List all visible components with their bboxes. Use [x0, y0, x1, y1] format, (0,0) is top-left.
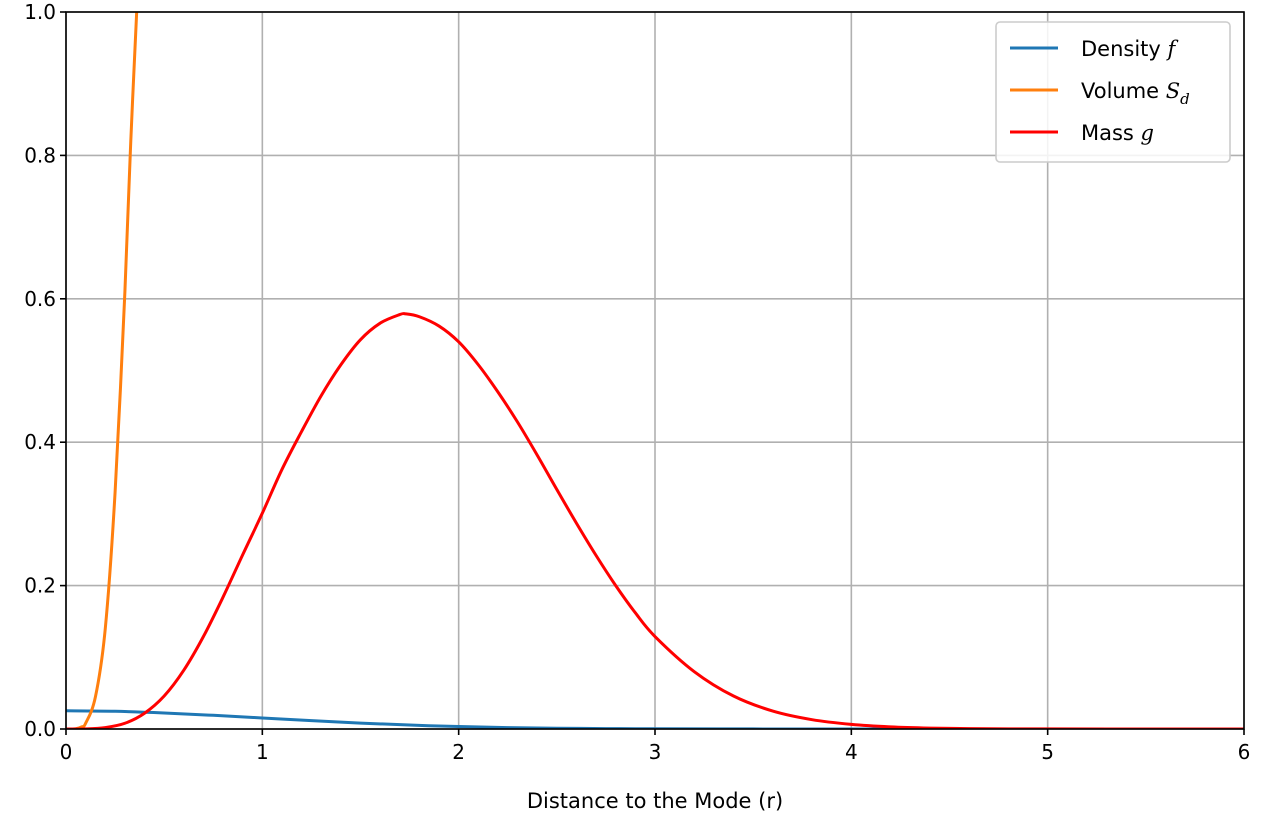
x-tick-label: 3	[649, 740, 662, 764]
x-tick-label: 1	[256, 740, 269, 764]
legend-item-mass: Mass g	[1081, 121, 1154, 145]
x-tick-label: 0	[60, 740, 73, 764]
x-tick-label: 2	[452, 740, 465, 764]
x-axis-title: Distance to the Mode (r)	[527, 789, 783, 813]
legend: Density f Volume Sd Mass g	[995, 21, 1231, 163]
y-axis: 0.0 0.2 0.4 0.6 0.8 1.0	[24, 0, 66, 741]
y-tick-label: 0.0	[24, 717, 56, 741]
y-tick-label: 0.2	[24, 574, 56, 598]
x-tick-label: 4	[845, 740, 858, 764]
legend-item-density: Density f	[1081, 37, 1179, 61]
legend-item-volume: Volume Sd	[1081, 79, 1190, 108]
y-tick-label: 0.6	[24, 287, 56, 311]
series-line-mass	[66, 312, 1244, 729]
series-line-volume	[66, 12, 139, 729]
y-tick-label: 0.4	[24, 430, 56, 454]
series-line-density	[66, 709, 1244, 729]
x-axis: 0 1 2 3 4 5 6	[60, 729, 1251, 764]
x-tick-label: 5	[1041, 740, 1054, 764]
y-tick-label: 0.8	[24, 143, 56, 167]
legend-box	[995, 21, 1231, 163]
x-tick-label: 6	[1238, 740, 1251, 764]
plot-lines	[66, 12, 1244, 729]
y-tick-label: 1.0	[24, 0, 56, 24]
